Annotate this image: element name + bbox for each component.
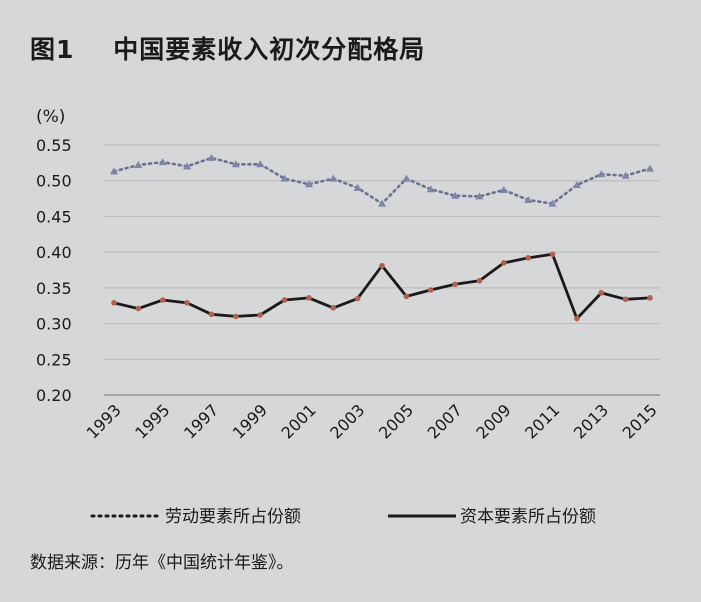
data-point: [622, 296, 629, 303]
figure-title: 图1 中国要素收入初次分配格局: [30, 35, 426, 64]
y-axis-ticks: 0.55 0.50 0.45 0.40 0.35 0.30 0.25 0.20: [36, 136, 72, 405]
data-point: [110, 167, 118, 175]
data-point: [499, 186, 508, 193]
data-point: [548, 199, 557, 207]
x-tick-label: 1999: [229, 400, 271, 442]
y-tick-label: 0.50: [36, 172, 72, 191]
data-point: [158, 158, 167, 166]
data-point: [402, 174, 411, 182]
data-point: [476, 277, 483, 284]
data-point: [379, 262, 385, 269]
data-point: [233, 313, 239, 320]
data-point: [621, 171, 630, 179]
data-point: [451, 191, 460, 199]
data-point: [427, 287, 434, 293]
data-point: [281, 297, 288, 303]
y-tick-label: 0.55: [36, 136, 72, 155]
data-point: [159, 297, 166, 303]
data-point: [524, 196, 533, 203]
data-point: [306, 295, 312, 301]
x-tick-label: 2011: [521, 400, 563, 442]
data-point: [256, 160, 265, 168]
data-point: [572, 181, 581, 188]
gridlines: [104, 144, 660, 396]
y-tick-label: 0.25: [36, 350, 72, 369]
data-point: [354, 295, 361, 302]
data-point: [208, 311, 215, 318]
data-point: [475, 192, 484, 200]
data-point: [549, 251, 556, 258]
data-point: [574, 315, 580, 322]
data-point: [647, 295, 653, 301]
data-point: [646, 164, 654, 172]
data-point: [183, 162, 192, 170]
x-axis-ticks: 1993 1995 1997 1999 2001 2003 2005 2007 2009 2011…: [83, 400, 661, 442]
source-note: 数据来源：历年《中国统计年鉴》。: [30, 553, 294, 573]
series-labor-share: [110, 153, 654, 207]
x-tick-label: 1995: [131, 400, 173, 442]
y-tick-label: 0.45: [36, 207, 72, 226]
chart-series: [110, 153, 654, 322]
x-tick-label: 1997: [180, 400, 222, 442]
legend-label-labor: 劳动要素所占份额: [165, 507, 301, 527]
y-axis-unit-label: (%): [36, 107, 65, 127]
data-point: [378, 199, 386, 207]
x-tick-label: 2005: [375, 400, 417, 442]
data-point: [207, 153, 216, 161]
data-point: [452, 281, 458, 288]
data-point: [329, 174, 338, 182]
data-point: [184, 300, 190, 306]
data-point: [330, 305, 337, 311]
data-point: [111, 300, 117, 306]
x-tick-label: 2003: [326, 400, 368, 442]
data-point: [134, 161, 143, 168]
data-point: [598, 290, 605, 296]
data-point: [257, 312, 263, 318]
legend-label-capital: 资本要素所占份额: [460, 507, 596, 527]
series-capital-share: [111, 251, 653, 322]
y-tick-label: 0.35: [36, 279, 72, 298]
data-point: [304, 180, 313, 188]
data-point: [426, 185, 435, 193]
x-tick-label: 2013: [570, 400, 612, 442]
data-point: [525, 255, 531, 261]
data-point: [501, 260, 507, 266]
x-tick-label: 2009: [472, 400, 514, 442]
data-point: [280, 174, 289, 182]
x-tick-label: 2015: [619, 400, 661, 442]
data-point: [403, 293, 410, 300]
y-tick-label: 0.20: [36, 386, 72, 405]
y-tick-label: 0.40: [36, 243, 72, 262]
y-tick-label: 0.30: [36, 315, 72, 334]
legend: 劳动要素所占份额 资本要素所占份额: [90, 507, 596, 527]
x-tick-label: 2001: [278, 400, 320, 442]
x-tick-label: 1993: [83, 400, 125, 442]
data-point: [231, 160, 240, 168]
data-point: [597, 170, 606, 178]
x-tick-label: 2007: [424, 400, 466, 442]
data-point: [135, 305, 142, 312]
data-point: [353, 183, 362, 191]
